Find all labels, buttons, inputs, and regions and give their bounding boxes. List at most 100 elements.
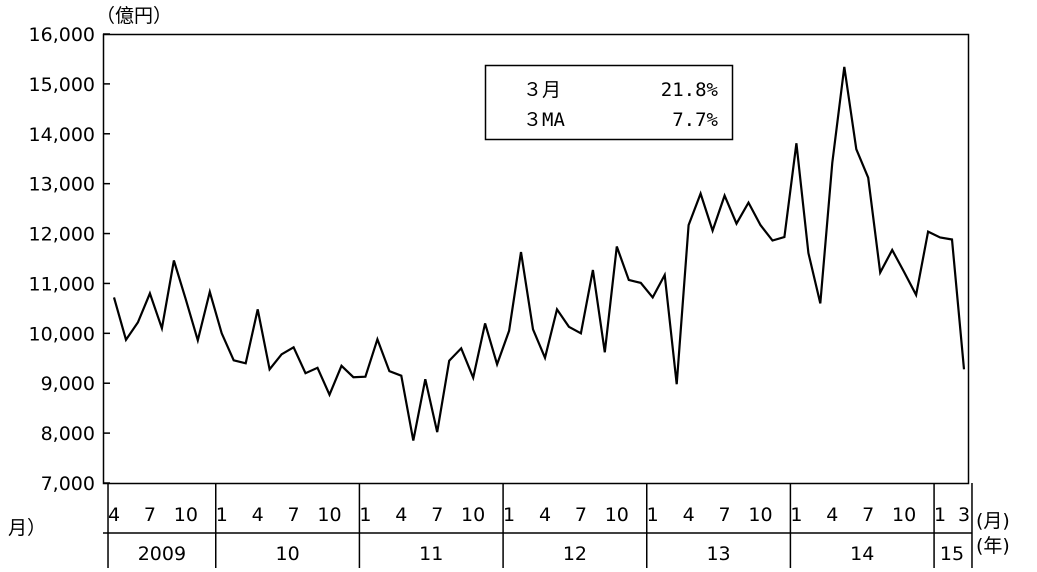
data-point	[902, 269, 907, 274]
data-point	[746, 200, 751, 205]
y-axis-ticks: 7,000 8,000 9,000 10,000 11,000 12,000 13,000 1…	[29, 24, 110, 495]
x-month-label: 1	[216, 504, 228, 526]
data-point	[207, 289, 212, 294]
data-point	[962, 367, 967, 372]
data-point	[938, 235, 943, 240]
x-month-label: 10	[461, 504, 485, 526]
data-point	[554, 307, 559, 312]
x-month-label: 1	[790, 504, 802, 526]
data-point	[722, 193, 727, 198]
data-point	[590, 267, 595, 272]
x-month-label: 7	[431, 504, 443, 526]
x-year-label: 10	[275, 543, 299, 565]
data-point	[614, 244, 619, 249]
data-point	[183, 297, 188, 302]
y-tick-label: 9,000	[41, 373, 95, 395]
data-point	[734, 221, 739, 226]
data-point	[519, 250, 524, 255]
y-tick-label: 8,000	[41, 423, 95, 445]
x-axis-month-unit: (月)	[976, 510, 1010, 532]
data-point	[112, 295, 117, 300]
x-month-label: 7	[575, 504, 587, 526]
data-point	[447, 358, 452, 363]
data-point	[387, 369, 392, 374]
data-point	[542, 355, 547, 360]
data-point	[219, 331, 224, 336]
series-line	[112, 66, 966, 441]
data-point	[698, 191, 703, 196]
x-month-label: 7	[144, 504, 156, 526]
data-point	[531, 327, 536, 332]
x-month-label: 3	[958, 504, 970, 526]
x-year-label: 14	[850, 543, 874, 565]
annotation-label-1: ３月	[523, 79, 561, 101]
data-point	[770, 238, 775, 243]
data-point	[411, 438, 416, 443]
x-month-label: 7	[862, 504, 874, 526]
data-point	[758, 223, 763, 228]
data-point	[303, 371, 308, 376]
x-year-label: 12	[563, 543, 587, 565]
y-tick-label: 14,000	[29, 124, 95, 146]
data-point	[662, 272, 667, 277]
data-point	[339, 363, 344, 368]
x-month-label: 10	[174, 504, 198, 526]
data-point	[674, 382, 679, 387]
plot-area-frame	[102, 33, 970, 485]
data-point	[123, 337, 128, 342]
y-tick-label: 12,000	[29, 224, 95, 246]
annotation-value-2: 7.7%	[672, 109, 718, 131]
x-month-label: 4	[539, 504, 551, 526]
data-point	[327, 392, 332, 397]
x-left-label: 月）	[8, 517, 46, 539]
data-point	[159, 326, 164, 331]
x-year-label: 2009	[138, 543, 186, 565]
y-tick-label: 11,000	[29, 273, 95, 295]
data-point	[231, 358, 236, 363]
data-point	[315, 365, 320, 370]
x-month-label: 10	[605, 504, 629, 526]
y-tick-label: 15,000	[29, 74, 95, 96]
data-point	[495, 362, 500, 367]
data-point	[578, 331, 583, 336]
x-month-label: 7	[288, 504, 300, 526]
data-point	[926, 229, 931, 234]
data-point	[818, 301, 823, 306]
data-point	[291, 345, 296, 350]
data-point	[842, 64, 847, 69]
annotation-value-1: 21.8%	[661, 79, 719, 101]
x-month-label: 1	[934, 504, 946, 526]
data-point	[710, 228, 715, 233]
y-tick-label: 13,000	[29, 174, 95, 196]
x-month-label: 4	[826, 504, 838, 526]
data-point	[638, 280, 643, 285]
y-tick-label: 10,000	[29, 323, 95, 345]
x-month-label: 10	[892, 504, 916, 526]
x-year-label: 15	[940, 543, 964, 565]
data-point	[890, 248, 895, 253]
annotation-label-2: ３MA	[523, 109, 565, 131]
data-point	[794, 141, 799, 146]
data-point	[626, 277, 631, 282]
data-point	[423, 377, 428, 382]
data-point	[279, 352, 284, 357]
data-point	[375, 337, 380, 342]
data-point	[267, 367, 272, 372]
data-point	[147, 291, 152, 296]
data-point	[566, 324, 571, 329]
y-axis-unit-label: （億円）	[96, 5, 172, 27]
data-point	[351, 375, 356, 380]
data-point	[171, 258, 176, 263]
y-tick-label: 16,000	[29, 24, 95, 46]
x-month-label: 10	[748, 504, 772, 526]
data-point	[135, 320, 140, 325]
data-point	[650, 295, 655, 300]
data-point	[435, 430, 440, 435]
data-point	[686, 223, 691, 228]
x-month-label: 4	[252, 504, 264, 526]
data-point	[471, 375, 476, 380]
data-point	[507, 328, 512, 333]
x-month-label: 1	[503, 504, 515, 526]
